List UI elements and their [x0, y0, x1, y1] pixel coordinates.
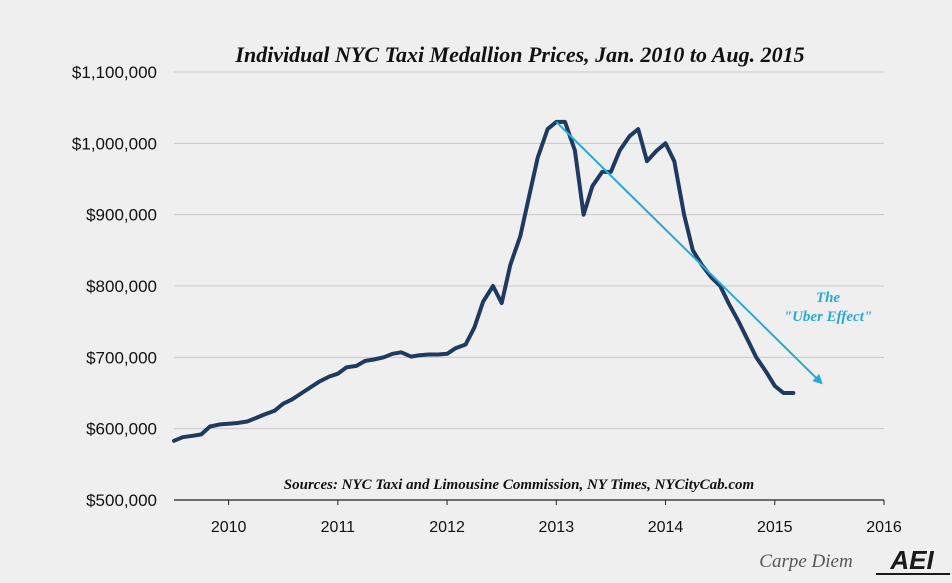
x-tick-label-2013: 2013 [539, 519, 575, 536]
y-axis: $500,000 $600,000 $700,000 $800,000 $900,000… [72, 63, 157, 510]
x-tick-label-2014: 2014 [648, 519, 684, 536]
x-tick-label-2016: 2016 [866, 519, 902, 536]
gridlines [174, 71, 884, 430]
series-line-0 [172, 119, 796, 443]
y-tick-label-3: $800,000 [86, 277, 157, 296]
series [172, 119, 796, 443]
uber-effect-arrow [555, 121, 823, 385]
y-tick-label-6: $1,100,000 [72, 63, 157, 82]
uber-effect-label-line2: "Uber Effect" [784, 309, 872, 325]
footer-brand: Carpe Diem [759, 551, 852, 572]
aei-logo: AEI [876, 545, 950, 575]
x-tick-label-2010: 2010 [211, 519, 247, 536]
annotations [555, 121, 823, 385]
x-tick-label-2012: 2012 [429, 519, 465, 536]
chart-title: Individual NYC Taxi Medallion Prices, Ja… [234, 42, 804, 67]
uber-effect-label-line1: The [816, 290, 841, 306]
y-tick-label-2: $700,000 [86, 348, 157, 367]
y-tick-label-4: $900,000 [86, 206, 157, 225]
x-tick-label-2011: 2011 [321, 519, 356, 536]
aei-logo-text: AEI [889, 545, 934, 575]
x-axis: 2010 2011 2012 2013 2014 2015 2016 [211, 500, 902, 536]
y-tick-label-5: $1,000,000 [72, 134, 157, 153]
source-note: Sources: NYC Taxi and Limousine Commissi… [284, 477, 754, 493]
y-tick-label-1: $600,000 [86, 420, 157, 439]
y-tick-label-0: $500,000 [86, 491, 157, 510]
x-tick-label-2015: 2015 [757, 519, 793, 536]
